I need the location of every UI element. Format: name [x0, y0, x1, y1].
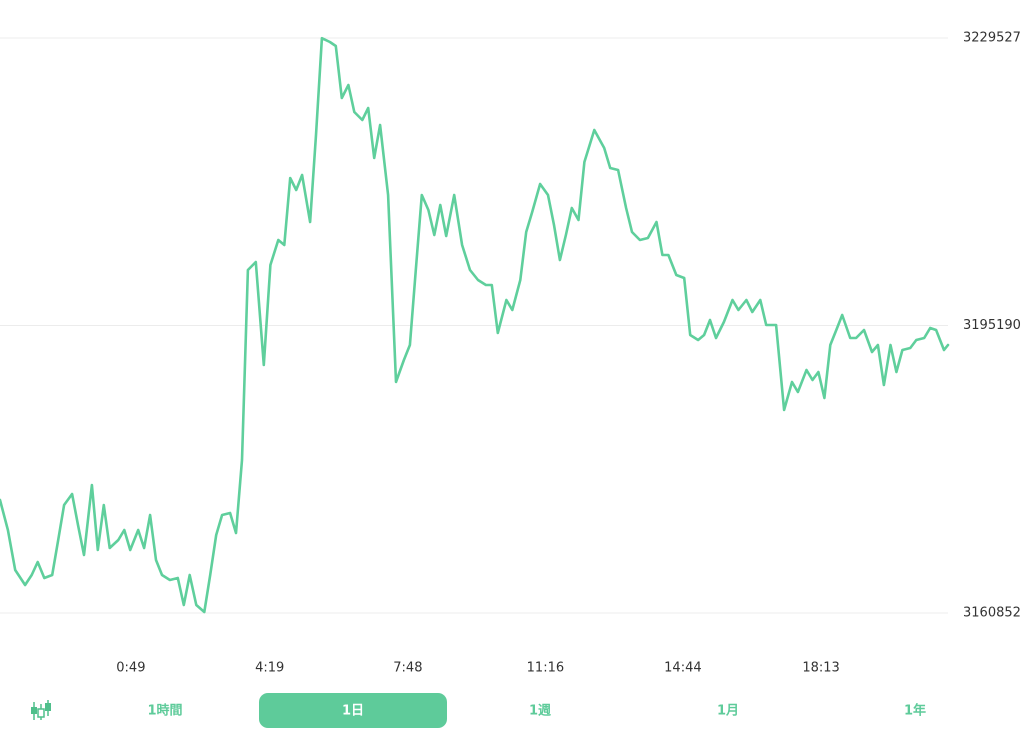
timeframe-label[interactable]: 1時間 [147, 703, 182, 719]
selected-pill [259, 693, 447, 728]
x-tick-label: 7:48 [393, 661, 422, 676]
x-tick-label: 0:49 [116, 661, 145, 676]
price-line [0, 36, 950, 614]
timeframe-button[interactable]: 1週 [529, 704, 551, 719]
timeframe-label[interactable]: 1週 [529, 704, 551, 719]
y-tick-label: 3195190 [963, 318, 1021, 333]
x-tick-label: 14:44 [664, 661, 701, 676]
timeframe-button[interactable]: 1年 [904, 703, 926, 719]
timeframe-button[interactable]: 1月 [717, 704, 739, 719]
icon-body [45, 703, 51, 711]
timeframe-label[interactable]: 1年 [904, 703, 926, 719]
x-tick-label: 11:16 [527, 661, 564, 676]
candlestick-icon[interactable] [31, 700, 51, 720]
x-tick-label: 4:19 [255, 661, 284, 676]
y-tick-label: 3229527 [963, 31, 1021, 46]
timeframe-label[interactable]: 1月 [717, 704, 739, 719]
icon-body [31, 707, 37, 714]
timeframe-button[interactable]: 1日 [259, 693, 447, 728]
y-tick-label: 3160852 [963, 606, 1021, 621]
timeframe-label[interactable]: 1日 [342, 704, 364, 719]
timeframe-button[interactable]: 1時間 [147, 703, 182, 719]
x-tick-label: 18:13 [802, 661, 839, 676]
icon-body [37, 708, 45, 718]
